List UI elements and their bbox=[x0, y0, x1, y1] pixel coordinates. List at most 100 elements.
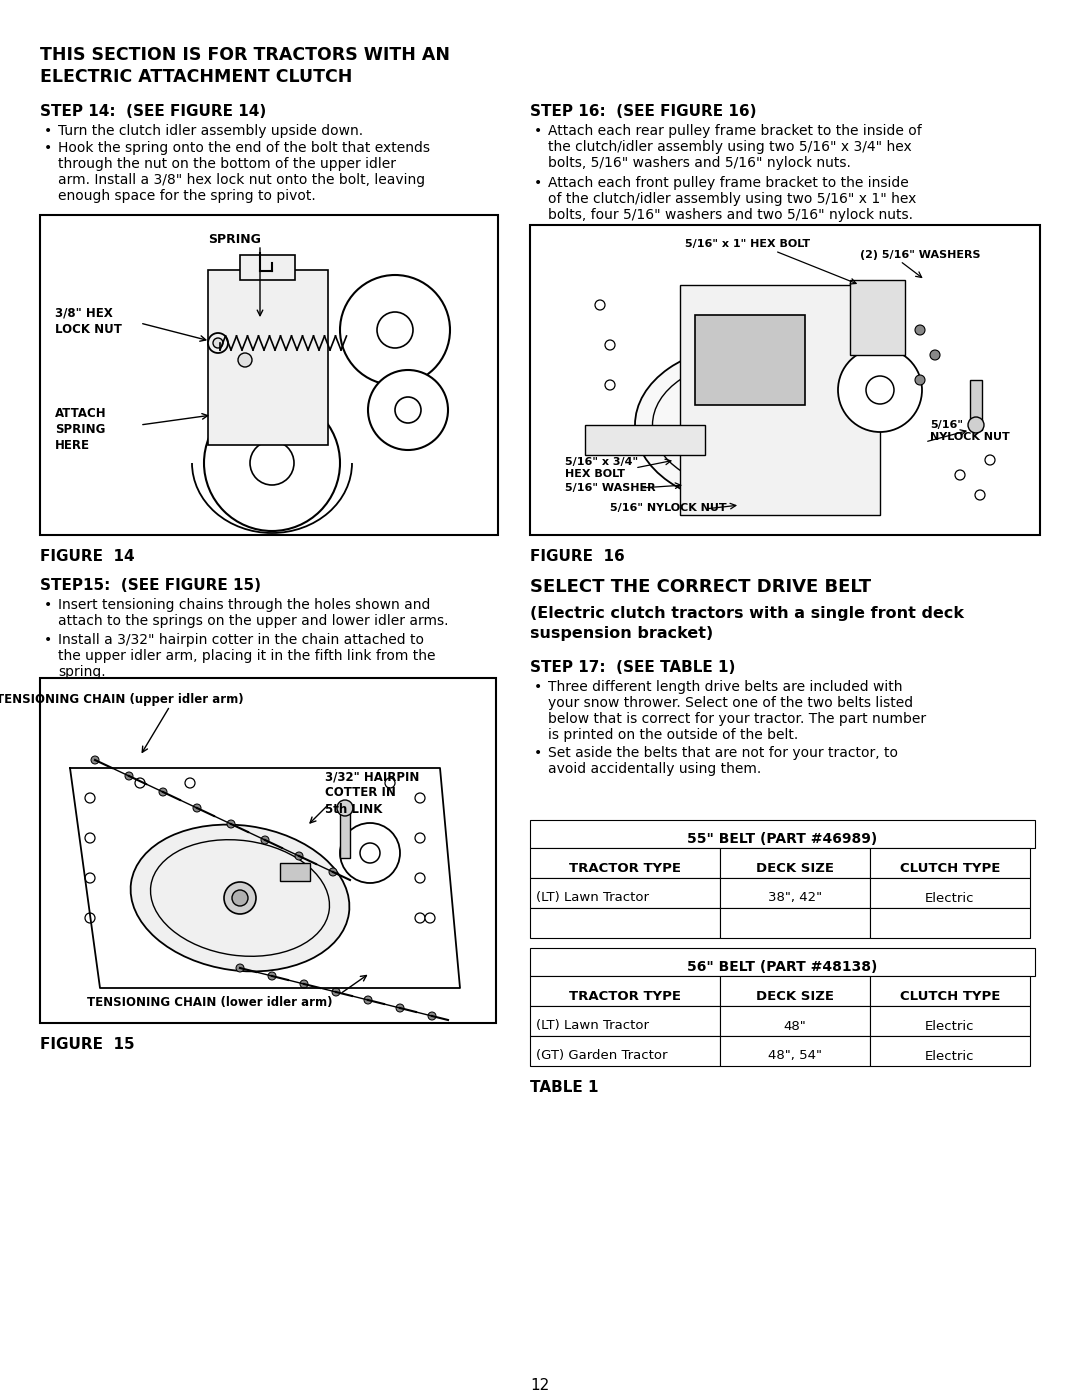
Bar bbox=[585, 425, 705, 455]
Circle shape bbox=[605, 380, 615, 390]
Text: (2) 5/16" WASHERS: (2) 5/16" WASHERS bbox=[860, 250, 981, 260]
Circle shape bbox=[595, 300, 605, 310]
Circle shape bbox=[237, 964, 244, 972]
Bar bbox=[530, 877, 720, 908]
Text: Set aside the belts that are not for your tractor, to: Set aside the belts that are not for you… bbox=[548, 746, 897, 760]
Circle shape bbox=[238, 353, 252, 367]
Text: through the nut on the bottom of the upper idler: through the nut on the bottom of the upp… bbox=[58, 156, 396, 170]
Text: 56" BELT (PART #48138): 56" BELT (PART #48138) bbox=[687, 960, 878, 974]
Circle shape bbox=[915, 326, 924, 335]
Circle shape bbox=[384, 778, 395, 788]
Text: arm. Install a 3/8" hex lock nut onto the bolt, leaving: arm. Install a 3/8" hex lock nut onto th… bbox=[58, 173, 426, 187]
Text: Attach each rear pulley frame bracket to the inside of: Attach each rear pulley frame bracket to… bbox=[548, 124, 921, 138]
Circle shape bbox=[605, 339, 615, 351]
Text: THIS SECTION IS FOR TRACTORS WITH AN: THIS SECTION IS FOR TRACTORS WITH AN bbox=[40, 46, 450, 64]
Text: TRACTOR TYPE: TRACTOR TYPE bbox=[569, 862, 681, 875]
Text: TENSIONING CHAIN (lower idler arm): TENSIONING CHAIN (lower idler arm) bbox=[87, 996, 333, 1009]
Text: 48", 54": 48", 54" bbox=[768, 1049, 822, 1063]
Text: DECK SIZE: DECK SIZE bbox=[756, 862, 834, 875]
Circle shape bbox=[224, 882, 256, 914]
Circle shape bbox=[332, 988, 340, 996]
Bar bbox=[40, 678, 496, 1023]
Bar bbox=[720, 908, 870, 937]
Text: CLUTCH TYPE: CLUTCH TYPE bbox=[900, 862, 1000, 875]
Bar bbox=[870, 848, 1030, 877]
Text: STEP15:  (SEE FIGURE 15): STEP15: (SEE FIGURE 15) bbox=[40, 578, 261, 592]
Text: 12: 12 bbox=[530, 1377, 550, 1393]
Text: TENSIONING CHAIN (upper idler arm): TENSIONING CHAIN (upper idler arm) bbox=[0, 693, 244, 705]
Text: below that is correct for your tractor. The part number: below that is correct for your tractor. … bbox=[548, 712, 927, 726]
Bar bbox=[870, 1006, 1030, 1037]
Text: ATTACH
SPRING
HERE: ATTACH SPRING HERE bbox=[55, 407, 107, 453]
Circle shape bbox=[360, 842, 380, 863]
Text: bolts, four 5/16" washers and two 5/16" nylock nuts.: bolts, four 5/16" washers and two 5/16" … bbox=[548, 208, 913, 222]
Circle shape bbox=[968, 416, 984, 433]
Circle shape bbox=[268, 972, 276, 981]
Text: bolts, 5/16" washers and 5/16" nylock nuts.: bolts, 5/16" washers and 5/16" nylock nu… bbox=[548, 156, 851, 170]
Ellipse shape bbox=[635, 345, 865, 504]
Circle shape bbox=[396, 1004, 404, 1011]
Text: Three different length drive belts are included with: Three different length drive belts are i… bbox=[548, 680, 903, 694]
Circle shape bbox=[261, 835, 269, 844]
Text: the upper idler arm, placing it in the fifth link from the: the upper idler arm, placing it in the f… bbox=[58, 650, 435, 664]
Text: 38", 42": 38", 42" bbox=[768, 891, 822, 904]
Text: your snow thrower. Select one of the two belts listed: your snow thrower. Select one of the two… bbox=[548, 696, 913, 710]
Text: (GT) Garden Tractor: (GT) Garden Tractor bbox=[536, 1049, 667, 1063]
Bar bbox=[870, 1037, 1030, 1066]
Circle shape bbox=[232, 890, 248, 907]
Text: the clutch/idler assembly using two 5/16" x 3/4" hex: the clutch/idler assembly using two 5/16… bbox=[548, 140, 912, 154]
Bar bbox=[870, 877, 1030, 908]
Bar bbox=[870, 977, 1030, 1006]
Text: is printed on the outside of the belt.: is printed on the outside of the belt. bbox=[548, 728, 798, 742]
Text: suspension bracket): suspension bracket) bbox=[530, 626, 713, 641]
Text: Electric: Electric bbox=[926, 1020, 975, 1032]
Bar bbox=[850, 279, 905, 355]
Text: (LT) Lawn Tractor: (LT) Lawn Tractor bbox=[536, 1020, 649, 1032]
Circle shape bbox=[377, 312, 413, 348]
Bar bbox=[720, 1006, 870, 1037]
Text: 5/16" NYLOCK NUT: 5/16" NYLOCK NUT bbox=[610, 503, 727, 513]
Bar bbox=[870, 908, 1030, 937]
Text: 3/8" HEX
LOCK NUT: 3/8" HEX LOCK NUT bbox=[55, 307, 122, 337]
Text: STEP 17:  (SEE TABLE 1): STEP 17: (SEE TABLE 1) bbox=[530, 659, 735, 675]
Bar bbox=[530, 1037, 720, 1066]
Text: of the clutch/idler assembly using two 5/16" x 1" hex: of the clutch/idler assembly using two 5… bbox=[548, 191, 916, 205]
Text: FIGURE  14: FIGURE 14 bbox=[40, 549, 135, 564]
Text: •: • bbox=[534, 746, 542, 760]
Text: FIGURE  16: FIGURE 16 bbox=[530, 549, 624, 564]
Circle shape bbox=[415, 873, 426, 883]
Bar bbox=[240, 256, 295, 279]
Circle shape bbox=[340, 275, 450, 386]
Text: TABLE 1: TABLE 1 bbox=[530, 1080, 598, 1095]
Text: FIGURE  15: FIGURE 15 bbox=[40, 1037, 135, 1052]
Bar bbox=[680, 285, 880, 515]
Circle shape bbox=[91, 756, 99, 764]
Text: •: • bbox=[534, 176, 542, 190]
Circle shape bbox=[915, 374, 924, 386]
Circle shape bbox=[85, 793, 95, 803]
Circle shape bbox=[295, 852, 303, 861]
Text: ELECTRIC ATTACHMENT CLUTCH: ELECTRIC ATTACHMENT CLUTCH bbox=[40, 68, 352, 87]
Text: STEP 14:  (SEE FIGURE 14): STEP 14: (SEE FIGURE 14) bbox=[40, 103, 267, 119]
Bar bbox=[720, 877, 870, 908]
Circle shape bbox=[193, 805, 201, 812]
Text: 5/16" WASHER: 5/16" WASHER bbox=[565, 483, 656, 493]
Bar bbox=[720, 1037, 870, 1066]
Text: TRACTOR TYPE: TRACTOR TYPE bbox=[569, 989, 681, 1003]
Text: SELECT THE CORRECT DRIVE BELT: SELECT THE CORRECT DRIVE BELT bbox=[530, 578, 872, 597]
Circle shape bbox=[204, 395, 340, 531]
Circle shape bbox=[368, 370, 448, 450]
Bar bbox=[530, 977, 720, 1006]
Text: Install a 3/32" hairpin cotter in the chain attached to: Install a 3/32" hairpin cotter in the ch… bbox=[58, 633, 424, 647]
Circle shape bbox=[300, 981, 308, 988]
Circle shape bbox=[340, 823, 400, 883]
Circle shape bbox=[838, 348, 922, 432]
Circle shape bbox=[85, 873, 95, 883]
Circle shape bbox=[135, 778, 145, 788]
Bar bbox=[530, 949, 1035, 977]
Circle shape bbox=[85, 914, 95, 923]
Text: spring.: spring. bbox=[58, 665, 106, 679]
Text: Turn the clutch idler assembly upside down.: Turn the clutch idler assembly upside do… bbox=[58, 124, 363, 138]
Text: (LT) Lawn Tractor: (LT) Lawn Tractor bbox=[536, 891, 649, 904]
Text: •: • bbox=[534, 680, 542, 694]
